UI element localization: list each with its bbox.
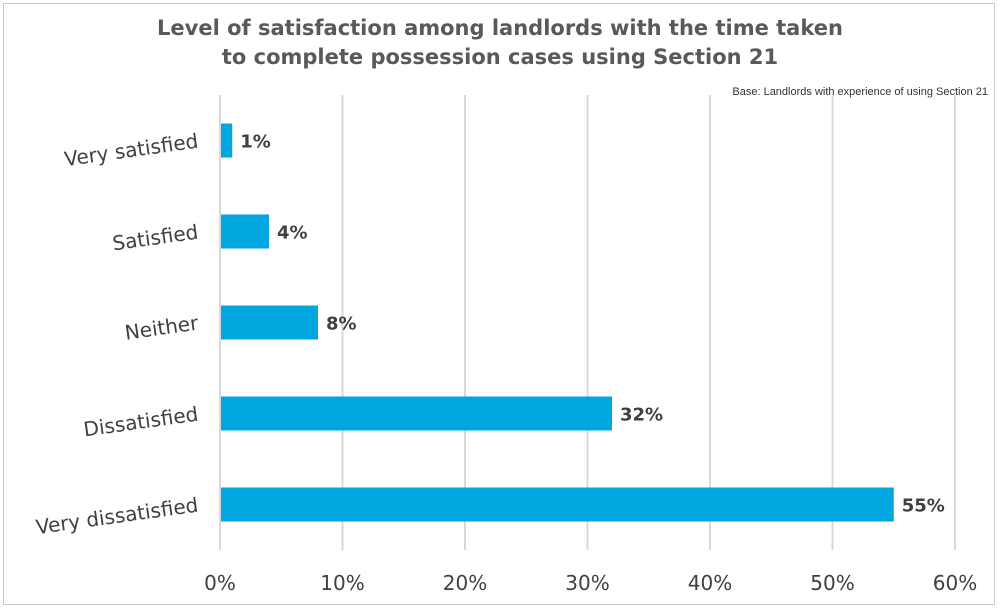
data-label: 8%: [326, 314, 357, 335]
data-label: 1%: [240, 132, 271, 153]
x-tick-label: 60%: [933, 571, 977, 595]
chart-title-line-2: to complete possession cases using Secti…: [221, 45, 779, 69]
data-label: 55%: [902, 496, 945, 517]
category-label: Neither: [123, 311, 200, 345]
category-label: Very dissatisfied: [34, 493, 199, 540]
x-tick-label: 50%: [810, 571, 854, 595]
bar: [221, 396, 612, 431]
chart-title: Level of satisfaction among landlords wi…: [0, 14, 1000, 72]
chart-subtitle: Base: Landlords with experience of using…: [732, 86, 988, 98]
data-label: 4%: [277, 223, 308, 244]
data-label: 32%: [620, 405, 663, 426]
x-tick-label: 40%: [688, 571, 732, 595]
bar: [221, 487, 894, 522]
bar: [221, 214, 269, 249]
bar: [221, 305, 318, 340]
category-label: Very satisfied: [63, 129, 200, 172]
chart-title-line-1: Level of satisfaction among landlords wi…: [157, 16, 843, 40]
x-tick-label: 10%: [320, 571, 364, 595]
category-label: Satisfied: [111, 220, 200, 256]
category-label: Dissatisfied: [82, 402, 200, 442]
bar: [221, 123, 233, 158]
x-tick-label: 20%: [443, 571, 487, 595]
x-tick-label: 30%: [565, 571, 609, 595]
x-tick-label: 0%: [204, 571, 236, 595]
